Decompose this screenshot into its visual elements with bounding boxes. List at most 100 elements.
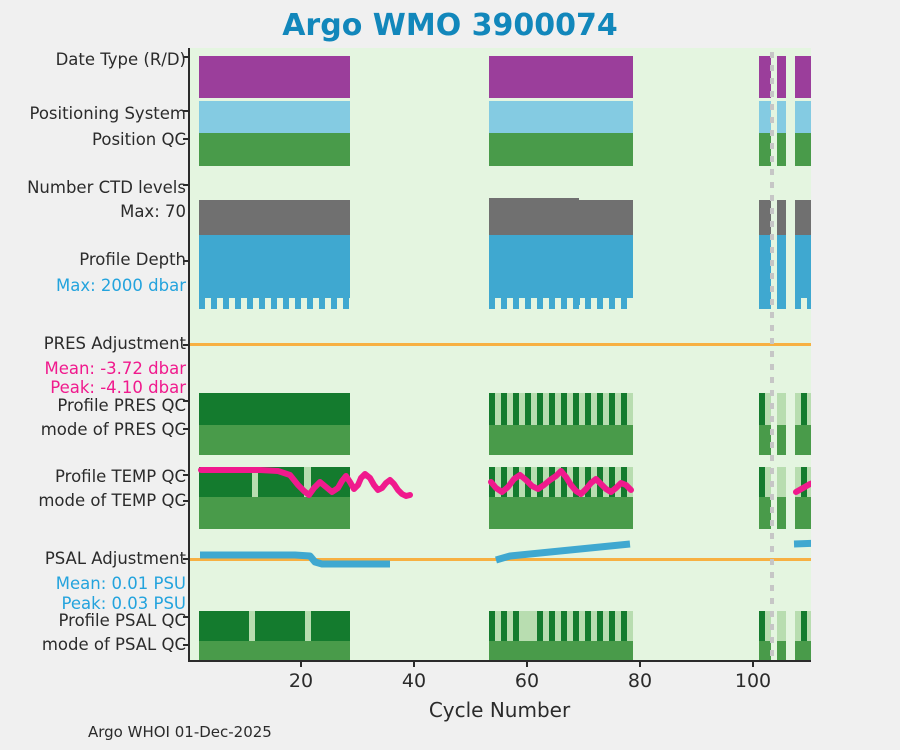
xtick-60 <box>526 660 528 667</box>
ytick-mode-psal-qc <box>183 644 190 646</box>
bar-mode-psal-qc-seg1 <box>199 641 350 660</box>
row-label-position-qc: Position QC <box>92 130 186 149</box>
plot-area <box>183 48 811 660</box>
bar-profile-psal-qc-seg1b <box>255 611 305 641</box>
bar-mode-temp-qc-seg3b <box>777 497 786 529</box>
bar-profile-psal-qc-seg4 <box>795 611 811 641</box>
ytick-date-type <box>183 56 190 58</box>
series-profile-psal-qc <box>190 48 811 660</box>
ytick-mode-temp-qc <box>183 500 190 502</box>
bar-profile-psal-qc-seg2 <box>489 611 633 641</box>
bar-profile-pres-qc-seg3b <box>777 393 786 425</box>
ytick-profile-depth <box>183 260 190 262</box>
figure-footer: Argo WHOI 01-Dec-2025 <box>88 723 272 741</box>
bar-profile-depth-seg4 <box>795 235 811 298</box>
xticklabel-100: 100 <box>734 670 772 692</box>
row-label-profile-temp-qc: Profile TEMP QC <box>55 467 186 486</box>
bar-mode-temp-qc-seg2 <box>489 497 633 529</box>
bar-profile-pres-qc-seg2 <box>489 393 633 425</box>
bar-profile-psal-qc-seg3a <box>759 611 771 641</box>
temp-qc-trace <box>198 467 811 499</box>
series-pres-adjustment <box>190 48 811 660</box>
row-label-mode-of-psal-qc: mode of PSAL QC <box>41 635 186 654</box>
bar-mode-temp-qc-seg3a <box>759 497 771 529</box>
bar-mode-psal-qc-seg3b <box>777 641 786 660</box>
xtick-20 <box>300 660 302 667</box>
bar-profile-psal-qc-seg1c <box>311 611 350 641</box>
bar-profile-pres-qc-seg3a <box>759 393 771 425</box>
bar-date-type-seg3a <box>759 56 771 98</box>
row-label-psal-peak: Peak: 0.03 PSU <box>61 594 186 613</box>
psal-adjustment-trace <box>200 539 811 568</box>
bar-profile-depth-seg3a <box>759 235 771 309</box>
ytick-number-ctd-levels <box>183 184 190 186</box>
bar-mode-psal-qc-seg2 <box>489 641 633 660</box>
bar-profile-temp-qc-seg3b <box>777 467 786 497</box>
page-title: Argo WMO 3900074 <box>282 8 618 43</box>
row-label-pres-adjustment: PRES Adjustment <box>43 334 186 353</box>
row-label-mode-of-temp-qc: mode of TEMP QC <box>38 491 186 510</box>
bar-positioning-seg3b <box>777 101 786 133</box>
bar-position-qc-seg3a <box>759 133 771 166</box>
bar-profile-depth-seg2-teeth <box>489 298 633 309</box>
bar-profile-psal-qc-gap2 <box>305 611 311 641</box>
row-label-profile-depth-max: Max: 2000 dbar <box>56 276 186 295</box>
bar-position-qc-seg1 <box>199 133 350 166</box>
bar-position-qc-seg2 <box>489 133 633 166</box>
bar-positioning-seg4 <box>795 101 811 133</box>
series-profile-temp-qc <box>190 48 811 660</box>
bar-mode-pres-qc-seg1 <box>199 425 350 455</box>
bar-profile-psal-qc-gap1 <box>249 611 255 641</box>
row-label-pres-peak: Peak: -4.10 dbar <box>50 378 186 397</box>
row-label-psal-adjustment: PSAL Adjustment <box>44 549 186 568</box>
bar-profile-temp-qc-gap2 <box>304 467 311 497</box>
xticklabel-40: 40 <box>401 670 427 692</box>
row-label-psal-mean: Mean: 0.01 PSU <box>55 574 186 593</box>
series-position-qc <box>190 48 811 660</box>
bar-ctd-levels-seg4 <box>795 200 811 244</box>
xtick-40 <box>413 660 415 667</box>
bar-date-type-seg4 <box>795 56 811 98</box>
bar-profile-pres-qc-seg1 <box>199 393 350 425</box>
bar-profile-depth-seg2-tooth-tall <box>574 298 580 305</box>
series-date-type <box>190 48 811 660</box>
xticklabel-80: 80 <box>627 670 653 692</box>
bar-profile-depth-seg3b <box>777 235 786 309</box>
row-label-number-ctd-levels: Number CTD levels <box>27 178 186 197</box>
series-profile-pres-qc <box>190 48 811 660</box>
row-label-positioning-system: Positioning System <box>29 104 186 123</box>
row-label-profile-depth: Profile Depth <box>79 250 186 269</box>
row-label-ctd-levels-max: Max: 70 <box>120 202 186 221</box>
bar-profile-depth-seg2 <box>489 235 633 298</box>
row-label-profile-pres-qc: Profile PRES QC <box>57 396 186 415</box>
row-label-mode-of-pres-qc: mode of PRES QC <box>40 420 186 439</box>
ytick-pres-adjustment <box>183 344 190 346</box>
bar-ctd-levels-seg3b <box>777 200 786 244</box>
bar-ctd-levels-seg2-top <box>489 198 579 201</box>
ytick-profile-pres-qc <box>183 400 190 402</box>
x-axis-label: Cycle Number <box>428 698 571 722</box>
bar-positioning-seg3a <box>759 101 771 133</box>
bar-profile-psal-qc-seg2-pale <box>519 611 537 641</box>
series-positioning-system <box>190 48 811 660</box>
x-axis-rule <box>188 660 811 662</box>
bar-profile-pres-qc-seg4 <box>795 393 811 425</box>
bar-mode-temp-qc-seg4 <box>795 497 811 529</box>
bar-positioning-seg2 <box>489 101 633 133</box>
bar-profile-depth-seg4-teeth <box>795 298 811 309</box>
xtick-80 <box>639 660 641 667</box>
ytick-psal-adjustment <box>183 558 190 560</box>
ytick-mode-pres-qc <box>183 428 190 430</box>
bar-position-qc-seg4 <box>795 133 811 166</box>
bar-date-type-seg2 <box>489 56 633 98</box>
xtick-100 <box>752 660 754 667</box>
bar-date-type-seg3b <box>777 56 786 98</box>
bar-mode-pres-qc-seg3b <box>777 425 786 455</box>
bar-position-qc-seg3b <box>777 133 786 166</box>
bar-profile-psal-qc-seg3b <box>777 611 786 641</box>
bar-date-type-seg1 <box>199 56 350 98</box>
ytick-position-qc <box>183 138 190 140</box>
bar-profile-temp-qc-gap1 <box>252 467 258 497</box>
bar-mode-pres-qc-seg2 <box>489 425 633 455</box>
